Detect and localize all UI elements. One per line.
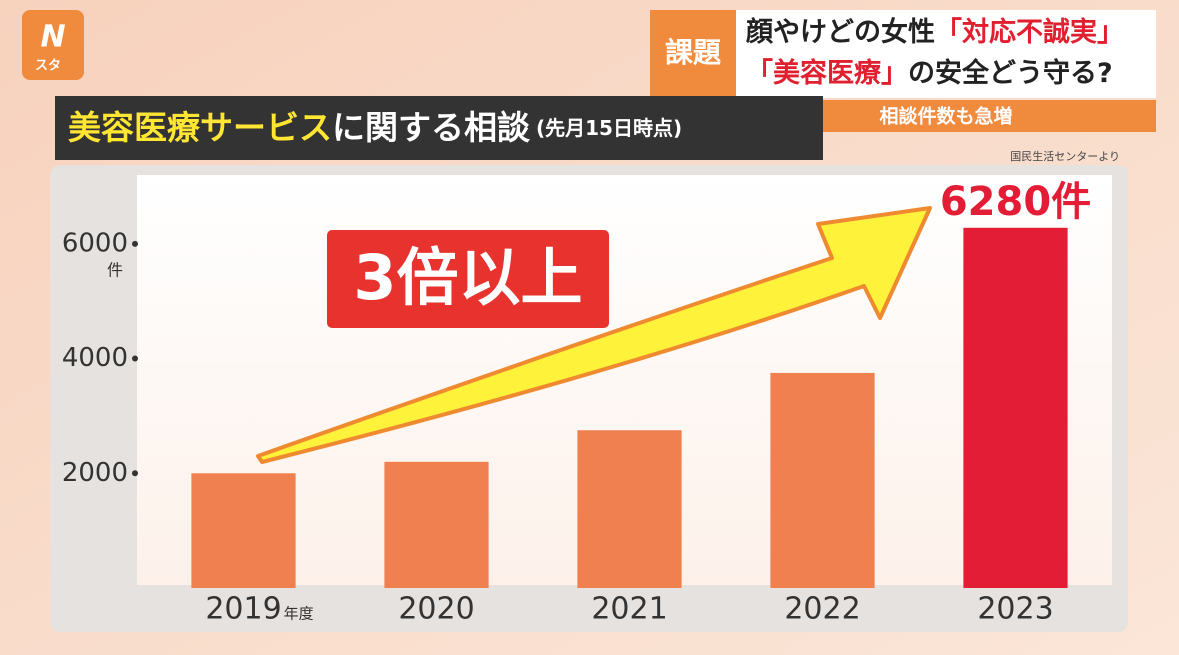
headline-emphasis: 「対応不誠実」: [935, 16, 1124, 48]
topic: 課題: [665, 36, 722, 69]
headline: 顔やけどの女性「対応不誠実」: [745, 16, 1124, 48]
logo-box: [22, 10, 84, 80]
headline-box: [736, 10, 1156, 98]
headline-text: 顔やけどの女性: [745, 16, 935, 48]
logo-text: スタ: [35, 59, 61, 74]
subtitle: (先月15日時点): [536, 116, 682, 140]
x-tick-label: 2020: [398, 592, 474, 627]
title-box: [55, 96, 823, 160]
tick-mark: [132, 470, 138, 477]
title-highlight: 美容医療サービス: [68, 108, 332, 147]
trend-arrow: [256, 206, 932, 464]
y-tick-label: 4000: [62, 343, 128, 373]
annotation-box: [327, 230, 609, 328]
x-tick-label: 2022: [784, 592, 860, 627]
annotation: 3倍以上: [353, 241, 582, 314]
headline-emphasis: 「美容医療」: [746, 57, 908, 89]
subhead: 相談件数も急増: [879, 105, 1012, 128]
y-tick-label: 2000: [62, 458, 128, 488]
headline: 「美容医療」の安全どう守る?: [746, 57, 1113, 89]
logo-mark: N: [40, 20, 65, 55]
x-tick-label: 2021: [591, 592, 667, 627]
chart-title: 美容医療サービスに関する相談 (先月15日時点): [68, 108, 682, 147]
bar: [770, 372, 875, 588]
bar: [963, 227, 1068, 588]
value-label: 6280件: [940, 179, 1091, 225]
bar: [191, 473, 296, 588]
y-unit: 件: [107, 260, 123, 279]
title-rest: に関する相談: [332, 108, 531, 147]
bar: [577, 430, 682, 588]
tick-mark: [132, 240, 138, 247]
source: 国民生活センターより: [1010, 149, 1120, 163]
topic-box: [650, 10, 736, 98]
x-unit: 年度: [284, 605, 314, 623]
x-tick-label: 2023: [977, 592, 1053, 627]
x-tick-label: 2019: [205, 592, 281, 627]
bar: [384, 461, 489, 588]
headline-text: の安全どう守る?: [908, 57, 1113, 89]
tick-mark: [132, 355, 138, 362]
y-tick-label: 6000: [62, 228, 128, 258]
